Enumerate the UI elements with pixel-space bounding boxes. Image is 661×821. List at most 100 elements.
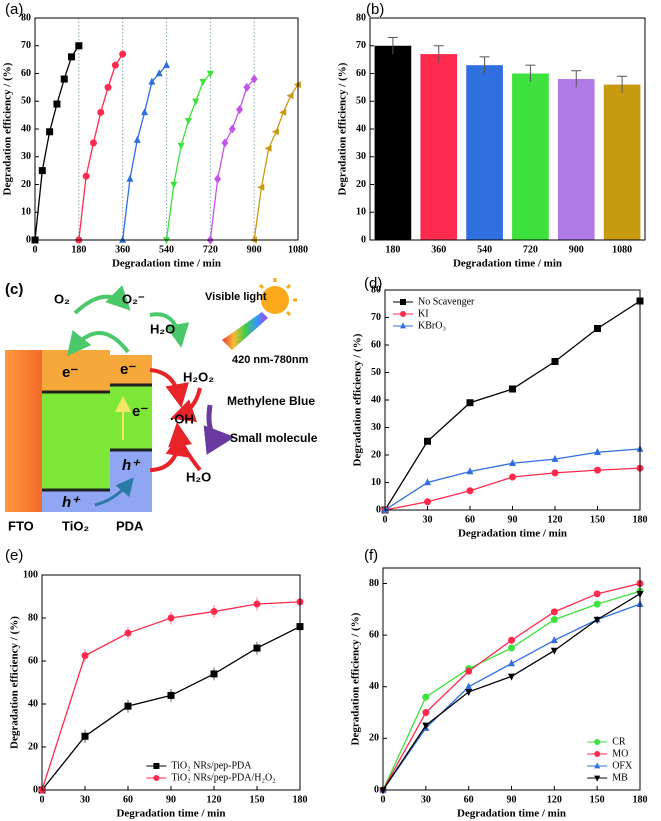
x-tick-label: 60	[464, 794, 474, 805]
marker	[257, 183, 265, 191]
marker	[424, 478, 431, 486]
marker	[170, 181, 178, 189]
marker	[199, 79, 207, 87]
bar	[603, 84, 641, 240]
marker	[177, 142, 185, 150]
marker	[550, 647, 558, 655]
x-tick-label: 720	[203, 244, 218, 255]
panel-label: (b)	[366, 1, 384, 18]
marker	[465, 667, 473, 675]
y-tick-label: 60	[369, 629, 379, 640]
marker	[53, 100, 61, 108]
x-tick-label: 30	[423, 514, 433, 525]
series-line	[78, 53, 124, 241]
panel-label: (c)	[5, 281, 23, 298]
marker	[81, 732, 89, 740]
marker	[422, 722, 430, 730]
light-label: Visible light	[205, 291, 267, 303]
arrow	[168, 422, 202, 472]
x-tick-label: 30	[80, 794, 90, 805]
x-tick-label: 720	[523, 244, 538, 255]
marker	[221, 138, 229, 148]
plot-frame	[384, 289, 641, 511]
y-tick-label: 70	[21, 40, 31, 51]
marker	[293, 81, 301, 89]
marker	[466, 487, 474, 495]
y-axis-title: Degradation efficiency / (%)	[9, 616, 21, 749]
wavelength-label: 420 nm-780nm	[232, 354, 309, 366]
species-label: H₂O	[150, 321, 175, 336]
legend-marker	[400, 311, 406, 317]
marker	[243, 82, 251, 92]
marker	[119, 50, 127, 58]
y-tick-label: 40	[369, 681, 379, 692]
y-tick-label: 30	[371, 422, 381, 433]
x-tick-label: 120	[548, 514, 563, 525]
bar	[512, 73, 549, 240]
marker	[508, 644, 515, 652]
x-tick-label: 90	[508, 514, 518, 525]
x-axis-title: Degradation time / min	[453, 258, 562, 270]
y-tick-label: 60	[28, 655, 38, 666]
legend-marker	[594, 739, 601, 745]
marker	[141, 108, 149, 116]
tio2-cb	[42, 350, 110, 392]
layer-label: TiO₂	[62, 518, 89, 533]
bar	[466, 65, 503, 240]
marker	[250, 74, 258, 84]
marker	[167, 614, 175, 622]
legend-label: MO	[612, 748, 628, 759]
y-tick-label: 10	[21, 207, 31, 218]
plot-frame	[369, 17, 646, 241]
series-line	[382, 582, 641, 791]
legend-marker	[594, 751, 601, 757]
y-axis-title: Degradation efficiency / (%)	[352, 333, 364, 466]
x-tick-label: 180	[633, 794, 648, 805]
y-tick-label: 60	[356, 68, 366, 79]
y-tick-label: 100	[23, 569, 38, 580]
marker	[228, 124, 236, 134]
x-axis-title: Degradation time / min	[458, 528, 567, 540]
marker	[508, 636, 515, 644]
marker	[253, 644, 261, 652]
sun-rays	[258, 278, 297, 317]
fto-layer	[5, 350, 42, 512]
x-tick-label: 1080	[288, 244, 308, 255]
arrow	[203, 404, 235, 455]
species-label: ·OH	[170, 411, 194, 426]
legend-marker	[400, 322, 406, 329]
x-tick-label: 540	[159, 244, 174, 255]
marker	[465, 689, 473, 697]
y-tick-label: 60	[21, 68, 31, 79]
tio2-gap	[42, 392, 110, 490]
y-tick-label: 40	[21, 123, 31, 134]
dye-label: Methylene Blue	[227, 394, 315, 408]
legend-marker	[594, 762, 601, 769]
arrow	[66, 330, 130, 357]
tio2-vb	[42, 490, 110, 512]
y-tick-label: 80	[371, 284, 381, 295]
y-tick-label: 50	[371, 367, 381, 378]
marker	[104, 83, 112, 91]
y-tick-label: 80	[356, 12, 366, 23]
y-tick-label: 80	[28, 612, 38, 623]
y-tick-label: 0	[361, 234, 366, 245]
plot-frame	[382, 567, 641, 791]
marker	[279, 108, 287, 116]
charts: (a) 0 10 20 30 40 50 60 70 80 Degradation time / m…	[2, 1, 648, 820]
species-label: H₂O₂	[183, 369, 214, 384]
y-axis-title: Degradation efficiency / (%)	[350, 612, 362, 745]
y-tick-label: 40	[371, 394, 381, 405]
x-tick-label: 120	[547, 794, 562, 805]
electron-label: e⁻	[132, 403, 148, 420]
marker	[148, 77, 156, 85]
legend-marker	[594, 775, 601, 782]
layer-label: PDA	[116, 518, 144, 533]
y-tick-label: 20	[28, 741, 38, 752]
marker	[508, 659, 515, 667]
x-tick-label: 1080	[612, 244, 632, 255]
pda-cb	[110, 355, 152, 385]
panel-label: (a)	[5, 1, 23, 18]
y-tick-label: 10	[356, 207, 366, 218]
